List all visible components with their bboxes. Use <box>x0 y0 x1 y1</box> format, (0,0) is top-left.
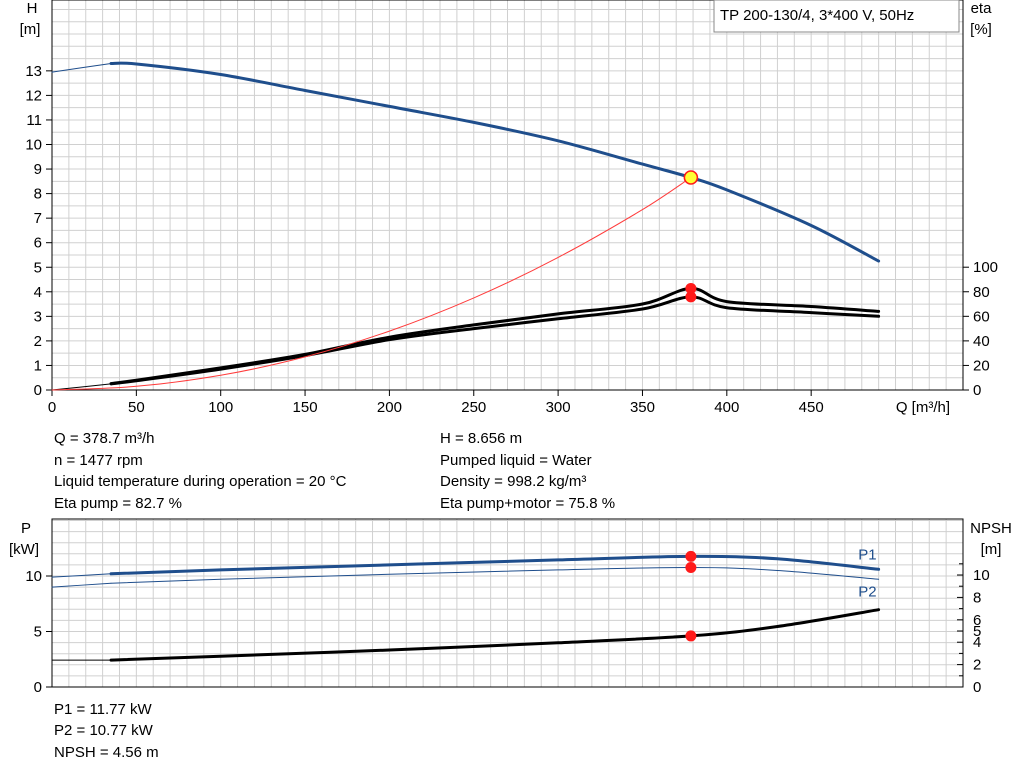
y-tick-label-npsh: 5 <box>973 623 981 640</box>
y-tick-label-h: 6 <box>34 235 42 252</box>
x-tick-label: 300 <box>546 399 571 416</box>
curve-P1-line <box>109 554 881 576</box>
y-axis-label-p: P <box>21 520 31 537</box>
curve-NPSH-line <box>109 608 881 662</box>
y-tick-label-h: 9 <box>34 161 42 178</box>
chart-title: TP 200-130/4, 3*400 V, 50Hz <box>720 7 914 24</box>
plot-frame-top <box>51 0 964 391</box>
y-tick-label-eta: 0 <box>973 382 981 399</box>
y-tick-label-h: 10 <box>25 137 42 154</box>
curve-system-line <box>51 177 692 391</box>
info-p1: P1 = 11.77 kW <box>54 701 152 718</box>
series-label-P2: P2 <box>858 583 876 600</box>
curve-H-line <box>109 61 881 263</box>
op-point-p1 <box>685 550 697 562</box>
y-axis-label-eta: eta <box>971 0 993 17</box>
y-tick-label-h: 3 <box>34 308 42 325</box>
y-tick-label-eta: 40 <box>973 333 990 350</box>
y-tick-label-h: 12 <box>25 87 42 104</box>
plot-frame-bottom <box>51 518 964 688</box>
y-tick-label-h: 1 <box>34 357 42 374</box>
y-tick-label-h: 13 <box>25 63 42 80</box>
info-density: Density = 998.2 kg/m³ <box>440 473 587 490</box>
x-tick-label: 350 <box>630 399 655 416</box>
x-tick-label: 250 <box>461 399 486 416</box>
curve-P1-ext-line <box>51 573 112 578</box>
y-axis-unit-eta: [%] <box>970 21 992 38</box>
x-tick-label: 200 <box>377 399 402 416</box>
y-tick-label-p: 10 <box>25 568 42 585</box>
info-q: Q = 378.7 m³/h <box>54 430 155 447</box>
curve-P2-line <box>110 566 880 584</box>
info-eta-pump: Eta pump = 82.7 % <box>54 495 182 512</box>
x-tick-label: 0 <box>48 399 56 416</box>
y-tick-label-npsh: 4 <box>973 634 981 651</box>
op-point-p2 <box>685 561 697 573</box>
y-tick-label-eta: 60 <box>973 308 990 325</box>
y-tick-label-eta: 20 <box>973 357 990 374</box>
y-tick-label-h: 7 <box>34 210 42 227</box>
op-point-eta-pump-motor <box>685 291 697 303</box>
x-tick-label: 150 <box>293 399 318 416</box>
curve-H-ext-line <box>51 63 112 73</box>
info-npsh: NPSH = 4.56 m <box>54 744 159 761</box>
y-tick-label-npsh: 8 <box>973 589 981 606</box>
info-liquid-temp: Liquid temperature during operation = 20… <box>54 473 347 490</box>
x-axis-label: Q [m³/h] <box>896 399 950 416</box>
x-tick-label: 450 <box>799 399 824 416</box>
curve-P2-ext-line <box>51 582 112 588</box>
y-tick-label-eta: 100 <box>973 259 998 276</box>
info-h: H = 8.656 m <box>440 430 523 447</box>
y-tick-label-npsh: 0 <box>973 679 981 696</box>
info-eta-pump-motor: Eta pump+motor = 75.8 % <box>440 495 616 512</box>
y-tick-label-npsh: 2 <box>973 657 981 674</box>
info-n: n = 1477 rpm <box>54 452 143 469</box>
y-axis-label-npsh: NPSH <box>970 520 1012 537</box>
y-tick-label-h: 0 <box>34 382 42 399</box>
info-pumped-liquid: Pumped liquid = Water <box>440 452 592 469</box>
op-point-npsh <box>685 630 697 642</box>
x-tick-label: 100 <box>208 399 233 416</box>
y-tick-label-h: 4 <box>34 284 42 301</box>
y-tick-label-npsh: 10 <box>973 567 990 584</box>
y-axis-unit-npsh: [m] <box>981 541 1002 558</box>
x-tick-label: 400 <box>714 399 739 416</box>
series-label-P1: P1 <box>858 546 876 563</box>
y-axis-unit-p: [kW] <box>9 541 39 558</box>
info-p2: P2 = 10.77 kW <box>54 722 153 739</box>
curve-eta-pump-motor-line <box>109 295 881 386</box>
title-box <box>713 0 960 33</box>
y-axis-unit-h: [m] <box>20 21 41 38</box>
y-tick-label-h: 11 <box>26 112 42 129</box>
y-tick-label-p: 0 <box>34 679 42 696</box>
y-tick-label-eta: 80 <box>973 284 990 301</box>
y-tick-label-p: 5 <box>34 624 42 641</box>
op-point-head <box>683 170 699 185</box>
y-tick-label-h: 8 <box>34 186 42 203</box>
y-tick-label-h: 5 <box>34 259 42 276</box>
op-point-eta-pump <box>685 282 697 294</box>
y-axis-label-h: H <box>27 0 38 17</box>
x-tick-label: 50 <box>128 399 145 416</box>
y-tick-label-npsh: 6 <box>973 612 981 629</box>
y-tick-label-h: 2 <box>34 333 42 350</box>
